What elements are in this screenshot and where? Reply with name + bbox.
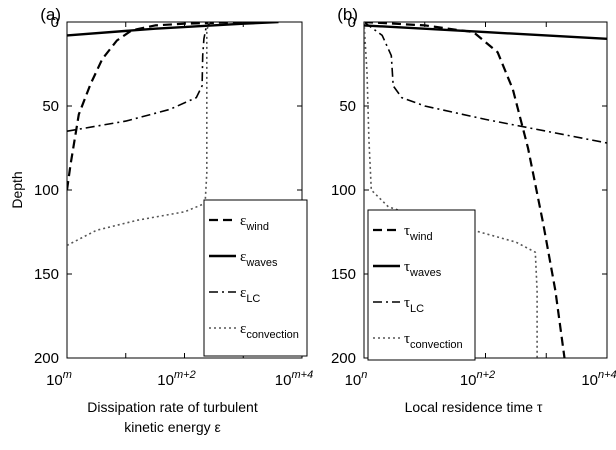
x-axis-title: Local residence time τ	[405, 399, 543, 415]
panel-label: (a)	[40, 5, 61, 24]
series-line-LC	[364, 22, 607, 144]
x-axis-title: Dissipation rate of turbulent	[87, 399, 258, 415]
y-tick-label: 50	[339, 98, 356, 115]
y-tick-label: 150	[331, 266, 356, 283]
legend-box	[203, 199, 308, 357]
legend-entry-wind: εwind	[240, 213, 269, 233]
legend-box	[367, 209, 476, 361]
legend-entry-waves: τwaves	[404, 259, 442, 279]
y-tick-label: 150	[34, 266, 59, 283]
series-line-LC	[67, 22, 212, 132]
y-tick-label: 200	[34, 350, 59, 367]
y-tick-label: 0	[348, 14, 356, 31]
series-line-convection	[67, 22, 210, 247]
y-tick-label: 100	[331, 182, 356, 199]
x-tick-label: 10m+2	[157, 369, 195, 389]
legend-entry-waves: εwaves	[240, 249, 278, 269]
legend-entry-convection: τconvection	[404, 331, 463, 351]
legend: τwind τwaves τLC τconvection	[367, 209, 476, 361]
series-line-wind	[364, 22, 566, 358]
y-tick-label: 200	[331, 350, 356, 367]
x-tick-label: 10n+2	[460, 369, 495, 389]
x-tick-label: 10n+4	[581, 369, 616, 389]
y-axis-title: Depth	[9, 171, 25, 208]
legend-entry-LC: τLC	[404, 295, 424, 315]
x-tick-label: 10n	[345, 369, 368, 389]
chart-panel-2: 0 50 100 150 200 10n 10n+2 10n+4 (b) Local reside…	[331, 5, 616, 415]
x-axis-title: kinetic energy ε	[124, 419, 221, 435]
y-tick-label: 50	[42, 98, 59, 115]
legend-entry-convection: εconvection	[240, 321, 299, 341]
y-tick-label: 100	[34, 182, 59, 199]
series-line-waves	[67, 22, 279, 37]
chart-panel-1: 0 50 100 150 200 10m 10m+2 10m+4 (a) Dissipation …	[34, 5, 313, 435]
x-tick-label: 10m	[46, 369, 72, 389]
x-tick-label: 10m+4	[275, 369, 313, 389]
series-line-wind	[67, 22, 244, 191]
series-line-waves	[364, 24, 607, 40]
legend: εwind εwaves εLC εconvection	[203, 199, 308, 357]
y-tick-label: 0	[51, 14, 59, 31]
panel-label: (b)	[337, 5, 358, 24]
legend-entry-LC: εLC	[240, 285, 260, 305]
legend-entry-wind: τwind	[404, 223, 433, 243]
